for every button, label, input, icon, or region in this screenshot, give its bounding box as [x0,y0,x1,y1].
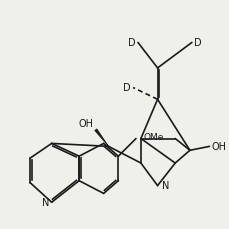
Text: OH: OH [78,119,93,128]
Text: OH: OH [211,141,226,151]
Text: D: D [193,37,201,47]
Text: N: N [161,180,168,190]
Text: D: D [128,37,135,47]
Text: N: N [42,197,50,207]
Polygon shape [94,129,108,147]
Text: OMe: OMe [143,133,163,142]
Text: D: D [122,83,130,93]
